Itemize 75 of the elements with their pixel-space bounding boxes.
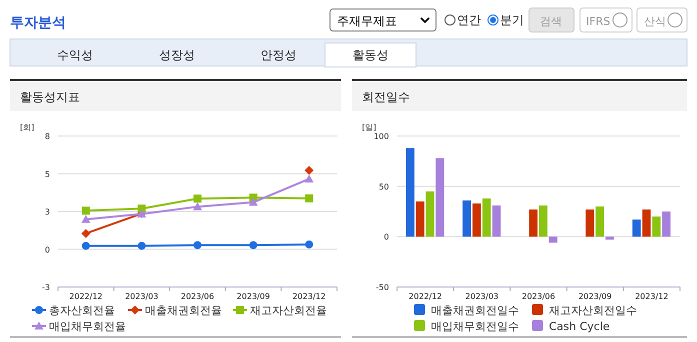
y-axis-title: [회]	[20, 123, 34, 132]
point	[81, 228, 90, 238]
y-tick-label: 8	[44, 132, 50, 141]
legend-label: Cash Cycle	[549, 320, 610, 333]
x-tick-label: 2023/09	[236, 292, 270, 301]
text: 검색	[540, 15, 562, 28]
bar	[586, 209, 594, 237]
text: 주재무제표	[337, 14, 397, 28]
text: 투자분석	[10, 15, 66, 31]
point	[138, 242, 146, 250]
point	[304, 174, 314, 182]
bar	[548, 236, 558, 243]
text: IFRS	[586, 15, 610, 28]
point	[305, 240, 314, 248]
x-tick-label: 2022/12	[408, 292, 442, 301]
bar	[492, 205, 501, 237]
text: 연간	[457, 13, 481, 27]
bar	[642, 209, 651, 237]
point	[304, 166, 314, 175]
point	[82, 242, 90, 250]
y-tick-label: 50	[378, 182, 389, 192]
bar	[472, 203, 481, 237]
y-tick-label: 0	[44, 245, 50, 254]
legend-label: 매출채권회전율	[145, 304, 222, 317]
legend-label: 재고자산회전율	[250, 304, 327, 317]
point	[193, 202, 202, 210]
bar	[436, 158, 444, 237]
x-tick-label: 2023/12	[635, 292, 668, 301]
y-tick-label: 5	[44, 170, 50, 179]
legend-label: 매입채무회전율	[49, 320, 126, 333]
bar	[632, 220, 641, 237]
y-tick-label: 100	[374, 132, 389, 141]
bar	[529, 209, 538, 237]
legend-label: 매출채권회전일수	[431, 304, 519, 317]
y-tick-label: -3	[42, 283, 50, 292]
bar	[662, 212, 671, 237]
point	[194, 241, 202, 250]
x-tick-label: 2023/12	[292, 292, 326, 301]
bar	[539, 205, 548, 237]
legend-label: 재고자산회전일수	[549, 304, 637, 317]
y-tick-label: -50	[376, 283, 389, 292]
legend-label: 총자산회전율	[49, 304, 115, 317]
text: 수익성	[57, 48, 93, 62]
text: 안정성	[260, 48, 296, 62]
bar	[596, 206, 604, 237]
text: 성장성	[159, 48, 195, 62]
y-tick-label: 3	[44, 208, 50, 216]
x-tick-label: 2023/03	[465, 292, 499, 301]
text: 분기	[500, 13, 524, 27]
text: 활동성	[352, 48, 388, 62]
point	[194, 194, 202, 203]
x-tick-label: 2023/06	[180, 292, 214, 301]
point	[305, 194, 314, 202]
point	[81, 214, 90, 223]
bar	[652, 216, 661, 237]
point	[138, 204, 146, 213]
x-tick-label: 2023/03	[125, 292, 158, 301]
point	[249, 241, 258, 250]
point	[248, 198, 258, 206]
bar	[462, 200, 471, 237]
x-tick-label: 2023/06	[522, 292, 556, 301]
bar	[406, 148, 414, 237]
bar	[426, 191, 434, 237]
text: 산식	[644, 15, 666, 28]
x-tick-label: 2022/12	[69, 292, 103, 301]
y-tick-label: 0	[384, 232, 389, 242]
point	[82, 206, 90, 215]
y-axis-title: [일]	[362, 123, 376, 132]
bar	[606, 236, 614, 240]
bar	[416, 201, 424, 237]
bar	[482, 198, 491, 237]
chart-title: 활동성지표	[20, 90, 80, 104]
x-tick-label: 2023/09	[578, 292, 612, 301]
legend-label: 매입채무회전일수	[431, 320, 519, 333]
chart-title: 회전일수	[362, 90, 410, 104]
